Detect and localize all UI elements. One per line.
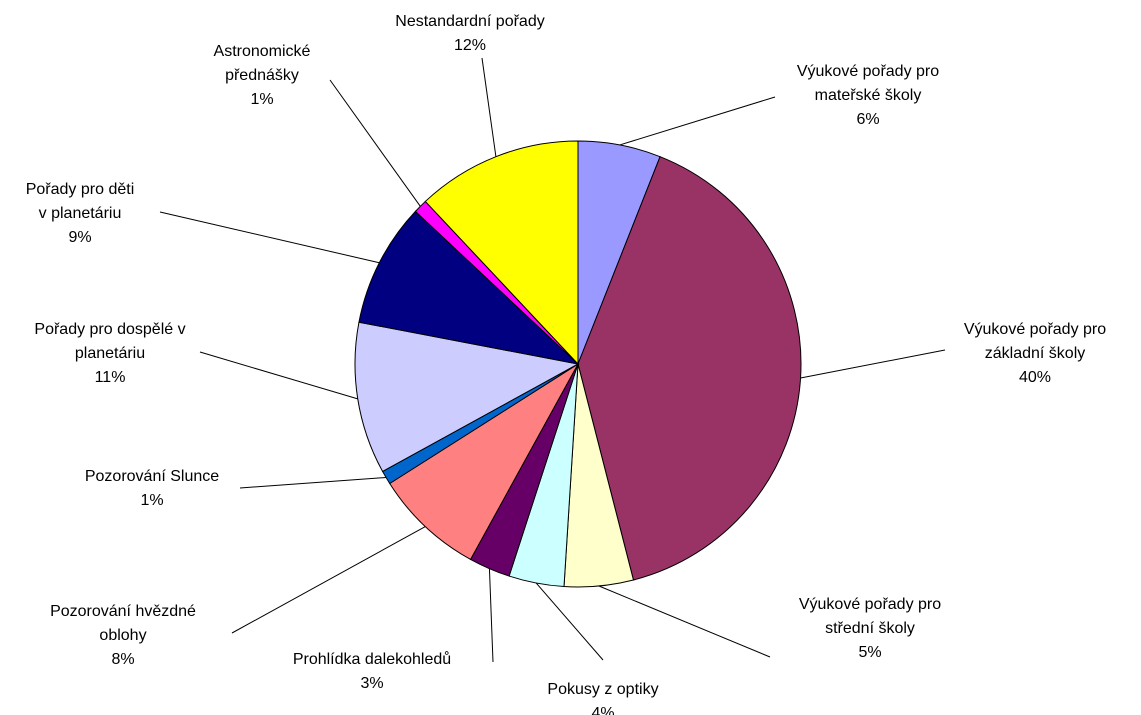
- category-label: Pozorování hvězdné oblohy: [50, 603, 196, 644]
- pie-slice: [358, 210, 580, 365]
- pie-slice: [354, 321, 580, 473]
- category-label: Pozorování Slunce: [84, 468, 220, 485]
- value-label: 11%: [94, 369, 126, 386]
- leader-line: [239, 477, 387, 489]
- value-label: 8%: [111, 651, 135, 668]
- category-label: Pořady pro dospělé v planetáriu: [34, 321, 186, 362]
- value-label: 12%: [453, 37, 487, 54]
- slice-label: Výukové pořady pro střední školy 5%: [785, 593, 955, 665]
- slice-label: Výukové pořady pro mateřské školy 6%: [783, 60, 953, 132]
- leader-line: [619, 96, 776, 146]
- value-label: 40%: [1018, 369, 1052, 386]
- slice-label: Pozorování hvězdné oblohy 8%: [43, 600, 203, 672]
- category-label: Nestandardní pořady: [395, 13, 545, 30]
- leader-line: [535, 582, 604, 661]
- value-label: 1%: [250, 91, 274, 108]
- slice-label: Pozorování Slunce 1%: [52, 465, 252, 513]
- pie-slice: [577, 156, 802, 581]
- category-label: Pokusy z optiky: [547, 681, 659, 698]
- slice-label: Nestandardní pořady 12%: [360, 10, 580, 58]
- slice-label: Prohlídka dalekohledů 3%: [257, 648, 487, 696]
- category-label: Astronomické přednášky: [213, 43, 311, 84]
- slice-label: Pořady pro dospělé v planetáriu 11%: [30, 318, 190, 390]
- pie-slice: [389, 363, 579, 561]
- leader-line: [159, 211, 380, 264]
- category-label: Prohlídka dalekohledů: [292, 651, 452, 668]
- slice-label: Pořady pro děti v planetáriu 9%: [20, 178, 140, 250]
- slice-label: Pokusy z optiky 4%: [503, 678, 703, 715]
- leader-line: [481, 57, 497, 157]
- leader-line: [488, 568, 494, 663]
- leader-line: [598, 585, 771, 658]
- category-label: Výukové pořady pro základní školy: [963, 321, 1107, 362]
- value-label: 9%: [68, 229, 92, 246]
- value-label: 4%: [591, 705, 615, 715]
- category-label: Pořady pro děti v planetáriu: [25, 181, 135, 222]
- category-label: Výukové pořady pro mateřské školy: [796, 63, 940, 104]
- leader-line: [199, 351, 358, 400]
- category-label: Výukové pořady pro střední školy: [798, 596, 942, 637]
- leader-line: [329, 79, 421, 207]
- value-label: 6%: [856, 111, 880, 128]
- leader-line: [800, 349, 946, 379]
- value-label: 1%: [140, 492, 164, 509]
- slice-label: Výukové pořady pro základní školy 40%: [950, 318, 1120, 390]
- leader-line: [231, 526, 426, 634]
- value-label: 3%: [360, 675, 384, 692]
- value-label: 5%: [858, 644, 882, 661]
- slice-label: Astronomické přednášky 1%: [197, 40, 327, 112]
